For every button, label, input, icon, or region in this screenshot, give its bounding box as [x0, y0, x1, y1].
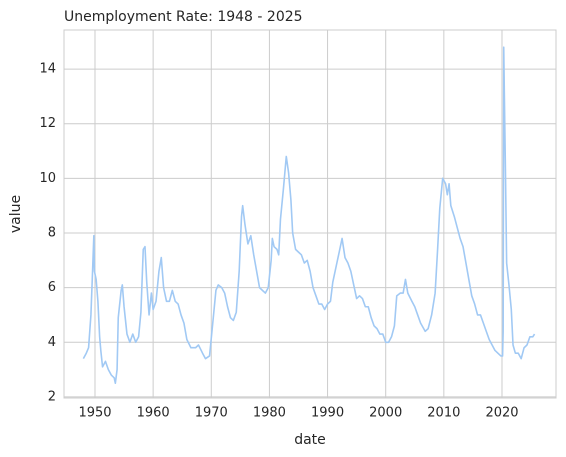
- x-tick-label: 2020: [485, 406, 518, 421]
- plot-frame: [63, 29, 557, 399]
- y-tick-label: 2: [48, 389, 56, 404]
- x-tick-label: 1960: [137, 406, 170, 421]
- y-tick-label: 14: [39, 62, 56, 77]
- x-tick-label: 2000: [369, 406, 402, 421]
- y-tick-label: 6: [48, 280, 56, 295]
- x-tick-label: 1990: [311, 406, 344, 421]
- grid: [64, 30, 556, 398]
- plot-area: [64, 30, 556, 398]
- x-tick-label: 1970: [195, 406, 228, 421]
- x-tick-label: 1950: [78, 406, 111, 421]
- x-axis-label: date: [294, 432, 326, 448]
- y-tick-label: 8: [48, 225, 56, 240]
- y-tick-label: 4: [48, 335, 56, 350]
- chart-title: Unemployment Rate: 1948 - 2025: [64, 9, 303, 25]
- y-axis-label: value: [8, 195, 24, 233]
- x-tick-label: 1980: [253, 406, 286, 421]
- y-tick-label: 12: [39, 116, 56, 131]
- y-tick-label: 10: [39, 171, 56, 186]
- data-line: [82, 46, 536, 385]
- x-tick-label: 2010: [427, 406, 460, 421]
